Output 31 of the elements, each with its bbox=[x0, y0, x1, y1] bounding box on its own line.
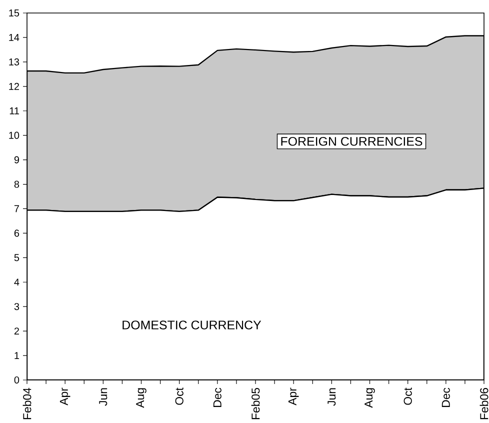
x-tick-label: Feb05 bbox=[251, 388, 260, 420]
y-tick-label: 8 bbox=[14, 180, 20, 188]
x-tick-label: Oct bbox=[175, 388, 184, 405]
y-tick-label: 4 bbox=[14, 278, 20, 286]
y-tick-label: 7 bbox=[14, 205, 19, 212]
x-tick-label: Jun bbox=[328, 388, 336, 406]
y-tick-label: 5 bbox=[14, 254, 20, 262]
x-tick-label: Dec bbox=[213, 388, 222, 407]
y-tick-label: 15 bbox=[9, 10, 20, 16]
x-tick-label: Jun bbox=[99, 388, 108, 406]
y-tick-label: 0 bbox=[14, 376, 20, 384]
y-tick-label: 3 bbox=[14, 303, 20, 310]
x-tick-label: Apr bbox=[288, 388, 299, 406]
x-tick-label: Feb04 bbox=[22, 388, 32, 420]
x-tick-label: Dec bbox=[442, 388, 450, 407]
x-tick-label: Apr bbox=[60, 388, 70, 406]
y-tick-label: 9 bbox=[14, 156, 20, 164]
y-tick-label: 11 bbox=[10, 107, 19, 114]
y-tick-label: 12 bbox=[9, 82, 19, 90]
y-tick-label: 13 bbox=[9, 58, 20, 66]
y-tick-label: 6 bbox=[14, 230, 20, 237]
x-tick-label: Aug bbox=[364, 388, 375, 408]
y-tick-label: 14 bbox=[9, 34, 20, 41]
y-tick-label: 1 bbox=[14, 352, 19, 359]
y-tick-label: 10 bbox=[9, 132, 20, 139]
series-label: FOREIGN CURRENCIES bbox=[281, 136, 422, 146]
series-label: DOMESTIC CURRENCY bbox=[122, 320, 262, 330]
y-tick-label: 2 bbox=[14, 328, 19, 335]
x-tick-label: Oct bbox=[404, 388, 412, 405]
x-tick-label: Aug bbox=[136, 388, 146, 408]
x-tick-label: Feb06 bbox=[480, 388, 488, 420]
